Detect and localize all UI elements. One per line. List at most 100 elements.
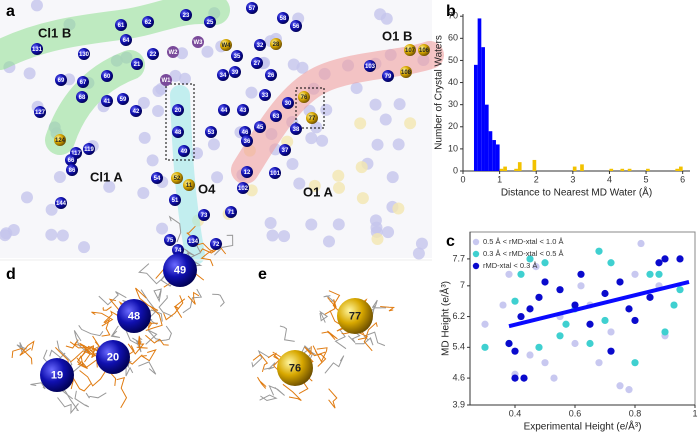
- water: [101, 70, 113, 82]
- mesh-line: [324, 355, 345, 374]
- water: [231, 50, 243, 62]
- water-label: 76: [301, 95, 308, 101]
- water: [96, 340, 130, 374]
- mesh-line: [357, 321, 378, 340]
- water-label: 26: [268, 73, 275, 79]
- water-label: 74: [175, 248, 182, 254]
- bg-water: [371, 233, 384, 246]
- bar: [503, 166, 507, 171]
- point: [586, 320, 594, 328]
- water: [270, 38, 282, 50]
- water: [364, 60, 376, 72]
- panel-letter: d: [6, 266, 16, 283]
- water-label: 101: [270, 171, 281, 177]
- point: [499, 301, 507, 309]
- y-tick-label: 70: [448, 11, 458, 21]
- water-label: 108: [401, 70, 412, 76]
- water: [290, 123, 302, 135]
- y-tick-label: 60: [448, 33, 458, 43]
- water: [160, 74, 172, 86]
- mesh-line: [312, 345, 327, 367]
- water: [237, 104, 249, 116]
- water: [171, 172, 183, 184]
- point: [520, 374, 528, 382]
- bg-water: [386, 171, 399, 184]
- water-label: W1: [162, 78, 172, 84]
- water: [404, 44, 416, 56]
- mesh-line: [84, 348, 96, 363]
- bar: [675, 168, 680, 171]
- mesh-line: [78, 325, 104, 337]
- point: [550, 374, 558, 382]
- water: [220, 39, 232, 51]
- panel-letter: e: [258, 266, 267, 283]
- point: [655, 259, 663, 267]
- water-label: 38: [293, 127, 300, 133]
- water-label: 144: [56, 201, 67, 207]
- water-label: 32: [257, 43, 264, 49]
- water-label: 58: [280, 16, 287, 22]
- water: [183, 179, 195, 191]
- water-label: 48: [128, 310, 140, 322]
- mesh-line: [145, 305, 163, 331]
- point: [655, 270, 663, 278]
- water-label: 56: [293, 24, 300, 30]
- bg-water: [137, 187, 150, 200]
- mesh-line: [140, 289, 157, 322]
- mesh-line: [89, 345, 96, 359]
- point: [511, 374, 519, 382]
- water: [254, 39, 266, 51]
- point: [616, 278, 624, 286]
- water: [120, 34, 132, 46]
- bg-water: [392, 202, 405, 215]
- water: [83, 143, 95, 155]
- water-label: 12: [244, 170, 251, 176]
- bg-water: [266, 229, 279, 242]
- x-tick-label: 1: [497, 174, 502, 184]
- region-label: Cl1 B: [38, 25, 71, 40]
- bg-water: [211, 171, 224, 184]
- bg-water: [78, 241, 91, 254]
- mesh-line: [138, 361, 157, 375]
- mesh-line: [158, 295, 173, 317]
- water: [31, 43, 43, 55]
- mesh-line: [145, 334, 169, 346]
- density-mesh: [251, 290, 396, 409]
- mesh-line: [371, 299, 378, 317]
- mesh-line: [79, 370, 106, 387]
- water: [54, 134, 66, 146]
- bg-water: [176, 47, 189, 60]
- x-tick-label: 0: [460, 174, 465, 184]
- y-tick-label: 40: [448, 77, 458, 87]
- point: [670, 301, 678, 309]
- water-label: 64: [123, 38, 130, 44]
- mesh-line: [110, 325, 121, 338]
- region-label: O1 B: [382, 28, 412, 43]
- panel-letter: c: [446, 233, 455, 250]
- point: [481, 343, 489, 351]
- water-label: 127: [35, 110, 46, 116]
- bg-water: [30, 0, 43, 12]
- bar: [517, 162, 522, 171]
- bg-water: [355, 161, 368, 174]
- water-label: 134: [188, 239, 199, 245]
- mesh-line: [19, 340, 35, 356]
- point: [616, 382, 624, 390]
- water: [117, 299, 151, 333]
- legend-marker: [472, 262, 480, 270]
- water: [164, 234, 176, 246]
- water: [172, 126, 184, 138]
- water: [180, 9, 192, 21]
- water: [204, 16, 216, 28]
- mesh-line: [173, 298, 186, 318]
- region-label: O1 A: [303, 184, 333, 199]
- water-label: 54: [154, 176, 161, 182]
- point: [577, 282, 585, 290]
- water: [131, 58, 143, 70]
- mesh-line: [251, 349, 270, 368]
- water: [66, 164, 78, 176]
- point: [601, 316, 609, 325]
- point: [631, 270, 639, 278]
- mesh-line: [155, 325, 172, 342]
